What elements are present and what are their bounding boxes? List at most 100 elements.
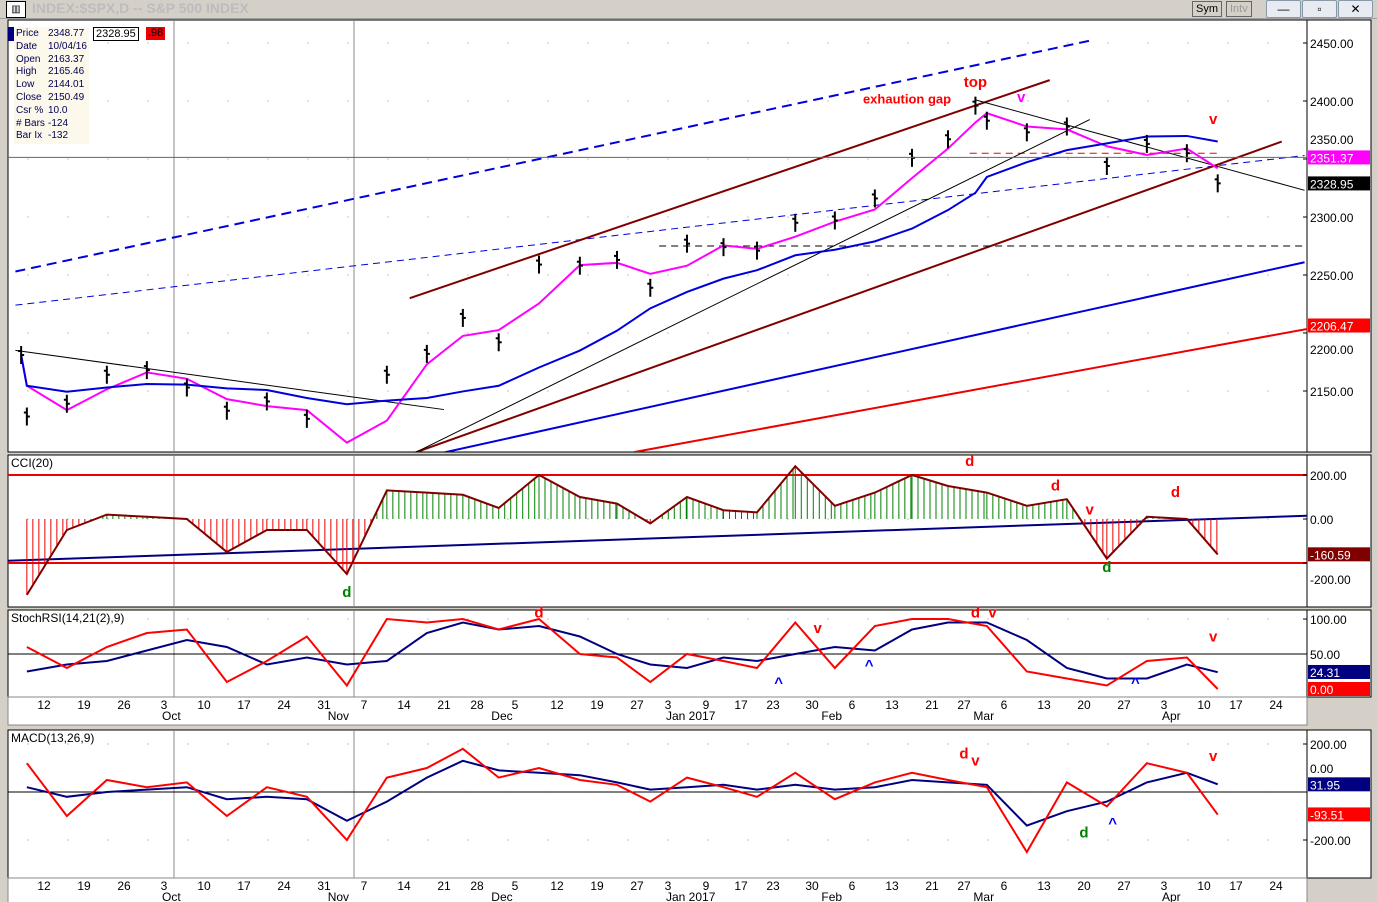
price-bar — [536, 255, 542, 274]
grid-dot — [707, 42, 709, 44]
grid-dot — [947, 158, 949, 160]
grid-dot — [987, 274, 989, 276]
grid-dot — [827, 158, 829, 160]
grid-dot — [387, 274, 389, 276]
grid-dot — [467, 839, 469, 841]
grid-dot — [107, 100, 109, 102]
grid-dot — [1107, 100, 1109, 102]
grid-dot — [387, 100, 389, 102]
grid-dot — [347, 743, 349, 745]
trendline — [15, 349, 445, 411]
grid-dot — [507, 274, 509, 276]
x-tick-label: 5 — [512, 879, 519, 893]
sym-button[interactable]: Sym — [1192, 1, 1222, 17]
price-bar — [303, 409, 310, 428]
grid-dot — [707, 216, 709, 218]
grid-dot — [1147, 216, 1149, 218]
x-tick-label: 13 — [885, 879, 899, 893]
grid-dot — [387, 216, 389, 218]
moving-average-line — [20, 112, 1219, 444]
minimize-button[interactable]: — — [1266, 0, 1301, 18]
grid-dot — [1267, 332, 1269, 334]
y-tick-label: 2450.00 — [1310, 37, 1354, 51]
grid-dot — [1147, 839, 1149, 841]
close-button[interactable]: ✕ — [1338, 0, 1373, 18]
grid-dot — [1067, 618, 1069, 620]
grid-dot — [787, 839, 789, 841]
grid-dot — [1227, 274, 1229, 276]
grid-dot — [987, 839, 989, 841]
grid-dot — [1147, 390, 1149, 392]
grid-dot — [867, 839, 869, 841]
panel-y-axis — [1306, 19, 1372, 453]
badge-bg — [1308, 318, 1370, 333]
grid-dot — [227, 216, 229, 218]
grid-dot — [1107, 839, 1109, 841]
grid-dot — [1227, 158, 1229, 160]
cci-line — [26, 464, 1219, 596]
x-tick-label: 17 — [1229, 698, 1243, 712]
data-window-value: 2165.46 — [48, 66, 85, 78]
grid-dot — [907, 839, 909, 841]
grid-dot — [1187, 839, 1189, 841]
grid-dot — [747, 743, 749, 745]
grid-dot — [427, 743, 429, 745]
grid-dot — [1027, 332, 1029, 334]
grid-dot — [547, 158, 549, 160]
x-tick-label: 19 — [77, 698, 91, 712]
cursor-price-box: 2328.95 — [93, 27, 139, 41]
grid-dot — [867, 332, 869, 334]
chart-annotation: d — [965, 453, 974, 470]
grid-dot — [987, 390, 989, 392]
grid-dot — [1027, 743, 1029, 745]
chart-app-icon: ▥ — [6, 1, 26, 18]
restore-button[interactable]: ▫ — [1302, 0, 1337, 18]
grid-dot — [787, 390, 789, 392]
grid-dot — [1067, 518, 1069, 520]
data-window-value: 10.0 — [48, 104, 68, 116]
grid-dot — [27, 518, 29, 520]
grid-dot — [427, 618, 429, 620]
x-tick-label: 26 — [117, 879, 131, 893]
grid-dot — [147, 42, 149, 44]
grid-dot — [827, 216, 829, 218]
grid-dot — [587, 332, 589, 334]
price-bar — [831, 211, 838, 230]
grid-dot — [307, 216, 309, 218]
grid-dot — [587, 274, 589, 276]
grid-dot — [947, 743, 949, 745]
grid-dot — [547, 518, 549, 520]
x-tick-label: 21 — [925, 879, 939, 893]
grid-dot — [987, 158, 989, 160]
chart-area[interactable]: 2450.002400.002350.002300.002250.002200.… — [0, 18, 1377, 902]
grid-dot — [267, 274, 269, 276]
grid-dot — [787, 158, 789, 160]
grid-dot — [1227, 743, 1229, 745]
grid-dot — [947, 100, 949, 102]
axis-value-badge: 2206.47 — [1308, 318, 1370, 333]
grid-dot — [907, 158, 909, 160]
y-tick-label: 2200.00 — [1310, 343, 1354, 357]
interval-button[interactable]: Intv — [1226, 1, 1252, 17]
grid-dot — [547, 42, 549, 44]
grid-dot — [187, 100, 189, 102]
x-tick-label: 12 — [37, 879, 51, 893]
badge-bg — [1308, 807, 1370, 822]
grid-dot — [1067, 839, 1069, 841]
x-month-label: Dec — [491, 890, 512, 902]
grid-dot — [427, 332, 429, 334]
badge-text: 31.95 — [1310, 778, 1340, 792]
grid-dot — [1267, 839, 1269, 841]
x-tick-label: 3 — [1161, 879, 1168, 893]
grid-dot — [187, 743, 189, 745]
grid-dot — [547, 216, 549, 218]
price-bar — [1103, 156, 1110, 175]
trendline — [15, 39, 1090, 273]
trendline — [415, 119, 1090, 452]
axis-value-badge: 2328.95 — [1308, 176, 1370, 191]
grid-dot — [267, 332, 269, 334]
data-window-row: High 2165.46 — [16, 66, 87, 79]
grid-dot — [307, 100, 309, 102]
grid-dot — [107, 618, 109, 620]
